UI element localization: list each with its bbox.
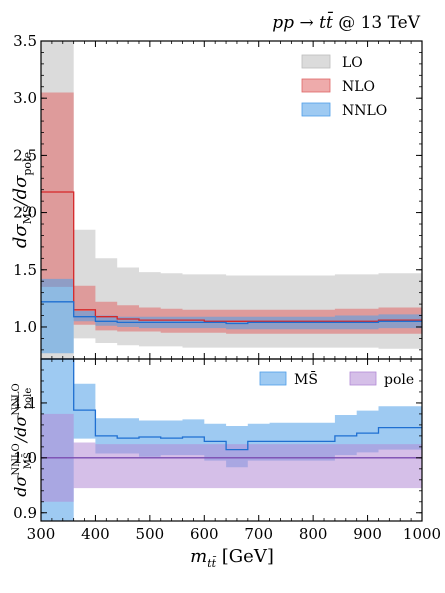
xtick-label: 300	[27, 525, 56, 543]
bottom-panel: 0.9 1.0 1.1 300 400 500 600 700 800 900 1000 MS̄ po…	[11, 358, 441, 543]
top-legend-swatch	[301, 54, 331, 69]
top-legend-swatch	[301, 102, 331, 117]
top-legend-label: LO	[342, 55, 363, 71]
bottom-frame	[40, 358, 423, 522]
xtick-label: 600	[190, 525, 219, 543]
bottom-legend-swatch	[349, 371, 377, 386]
top-line-nlo	[41, 191, 422, 322]
xtick-label: 500	[136, 525, 165, 543]
top-y-axis-label: dσMS̄/dσpole	[10, 152, 34, 248]
x-axis-label: mtt̄ [GeV]	[190, 546, 274, 570]
bottom-legend-label: pole	[384, 372, 414, 388]
bottom-y-axis-label: dσNNLOMS̄/dσNNLOpole	[11, 383, 34, 497]
bottom-ytick-label: 0.9	[13, 504, 37, 522]
top-ytick-label: 2.5	[13, 146, 37, 164]
top-legend-label: NNLO	[342, 103, 387, 119]
xtick-label: 700	[244, 525, 273, 543]
top-panel: 1.0 1.5 2.0 2.5 3.0 3.5 LO NLO NNLO dσMS̄/dσpol…	[10, 32, 423, 360]
top-ytick-label: 3.0	[13, 89, 37, 107]
bottom-line-ms	[41, 358, 422, 451]
top-ticks: 1.0 1.5 2.0 2.5 3.0 3.5	[13, 32, 423, 359]
xtick-label: 900	[353, 525, 382, 543]
top-ytick-label: 3.5	[13, 32, 37, 50]
top-band-lo	[41, 41, 422, 359]
process-label: pp → tt̄ @ 13 TeV	[272, 10, 420, 33]
top-lines	[41, 191, 422, 325]
xtick-label: 400	[81, 525, 110, 543]
xtick-label: 1000	[403, 525, 441, 543]
xtick-label: 800	[299, 525, 328, 543]
bottom-legend-swatch	[259, 371, 287, 386]
bottom-ytick-label: 1.0	[13, 449, 37, 467]
top-legend: LO NLO NNLO	[301, 54, 387, 119]
bottom-legend: MS̄ pole	[259, 370, 414, 388]
top-ytick-label: 1.0	[13, 318, 37, 336]
top-ytick-label: 1.5	[13, 261, 37, 279]
bottom-ticks: 0.9 1.0 1.1 300 400 500 600 700 800 900 1000	[13, 358, 441, 543]
top-legend-swatch	[301, 78, 331, 93]
top-line-nnlo	[41, 301, 422, 325]
top-ytick-label: 2.0	[13, 204, 37, 222]
top-legend-label: NLO	[342, 79, 375, 95]
bottom-lines	[41, 358, 422, 459]
bottom-ytick-label: 1.1	[13, 394, 37, 412]
bottom-band-ms	[41, 359, 422, 521]
bottom-legend-label: MS̄	[294, 370, 318, 388]
